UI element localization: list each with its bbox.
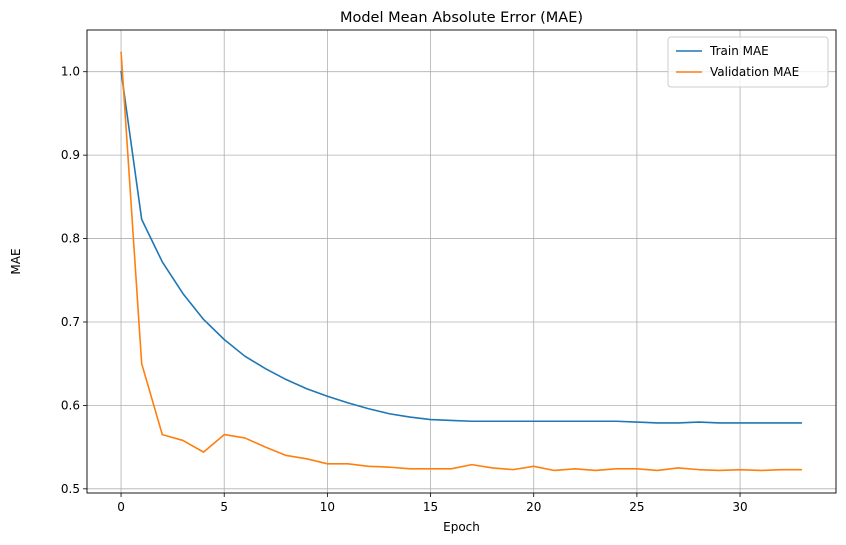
series-line-validation-mae: [120, 51, 802, 472]
series-line-train-mae: [120, 70, 802, 424]
y-tick-label: 0.9: [61, 148, 80, 162]
y-tick-label: 1.0: [61, 65, 80, 79]
y-tick-label: 0.5: [61, 482, 80, 496]
x-tick-label: 30: [732, 500, 747, 514]
chart-title: Model Mean Absolute Error (MAE): [340, 10, 583, 26]
x-tick-label: 15: [423, 500, 438, 514]
y-axis-title: MAE: [9, 248, 23, 274]
x-tick-label: 10: [320, 500, 335, 514]
x-tick-label: 20: [526, 500, 541, 514]
plot-frame: [86, 29, 837, 494]
grid: [87, 30, 836, 493]
y-tick-label: 0.7: [61, 315, 80, 329]
x-tick-label: 25: [629, 500, 644, 514]
x-axis-title: Epoch: [443, 520, 480, 534]
legend: Train MAE Validation MAE: [667, 36, 829, 88]
series-lines: [120, 51, 802, 472]
legend-label: Train MAE: [709, 44, 769, 58]
legend-label: Validation MAE: [710, 65, 799, 79]
x-tick-label: 5: [220, 500, 228, 514]
y-tick-label: 0.6: [61, 398, 80, 412]
y-tick-label: 0.8: [61, 232, 80, 246]
x-tick-label: 0: [117, 500, 125, 514]
axis-ticks: 0 5 10 15 20 25 30 0.5 0.6 0.7 0.8 0.9 1.0: [61, 65, 748, 514]
legend-box: [667, 36, 829, 88]
